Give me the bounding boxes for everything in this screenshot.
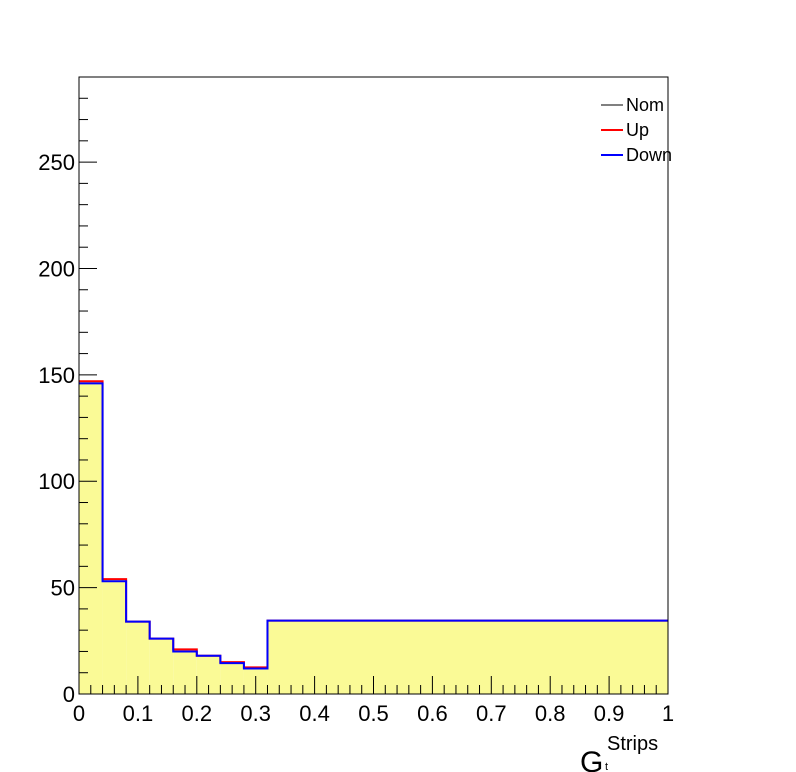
y-tick-label: 0 — [63, 682, 75, 707]
x-tick-label: 0.9 — [594, 701, 625, 726]
x-axis-label: G — [580, 746, 603, 772]
bin-bar — [220, 662, 244, 694]
legend-nom-label: Nom — [626, 95, 664, 115]
bin-bar — [173, 649, 197, 694]
x-tick-label: 1 — [662, 701, 674, 726]
y-tick-label: 250 — [38, 150, 75, 175]
bin-bar — [102, 579, 127, 694]
x-tick-label: 0.6 — [417, 701, 448, 726]
bin-bar — [196, 655, 221, 694]
bin-bar — [149, 638, 174, 694]
x-tick-label: 0.4 — [299, 701, 330, 726]
x-tick-label: 0.8 — [535, 701, 566, 726]
x-tick-label: 0.7 — [476, 701, 507, 726]
series-layer — [79, 380, 668, 670]
legend-up-label: Up — [626, 120, 649, 140]
bin-bar — [79, 381, 103, 694]
bin-bar — [126, 621, 150, 694]
legend: Nom Up Down — [601, 95, 672, 165]
y-tick-label: 150 — [38, 363, 75, 388]
legend-down-label: Down — [626, 145, 672, 165]
y-tick-label: 50 — [51, 576, 75, 601]
series-up-line — [79, 380, 668, 669]
x-axis-label-superscript: Strips — [607, 733, 658, 755]
bin-bar — [267, 620, 668, 694]
x-axis: 0 0.1 0.2 0.3 0.4 0.5 0.6 0.7 0.8 0.9 1 — [73, 676, 674, 726]
x-axis-title: G Strips t — [580, 733, 658, 772]
plot-frame — [78, 76, 669, 695]
series-down-line — [79, 382, 668, 670]
nom-fill-area — [79, 381, 668, 694]
x-tick-label: 0.3 — [240, 701, 271, 726]
x-tick-label: 0.1 — [123, 701, 154, 726]
x-tick-label: 0.5 — [358, 701, 389, 726]
x-tick-label: 0.2 — [182, 701, 213, 726]
x-tick-label: 0 — [73, 701, 85, 726]
y-tick-label: 100 — [38, 469, 75, 494]
x-axis-label-subscript: t — [605, 761, 608, 772]
y-axis: 0 50 100 150 200 250 — [38, 97, 97, 707]
y-tick-label: 200 — [38, 256, 75, 281]
